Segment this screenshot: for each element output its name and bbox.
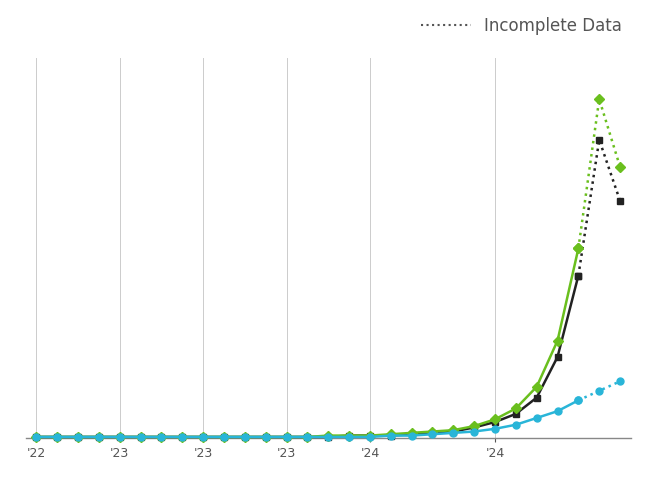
Legend: Incomplete Data: Incomplete Data — [421, 18, 622, 36]
